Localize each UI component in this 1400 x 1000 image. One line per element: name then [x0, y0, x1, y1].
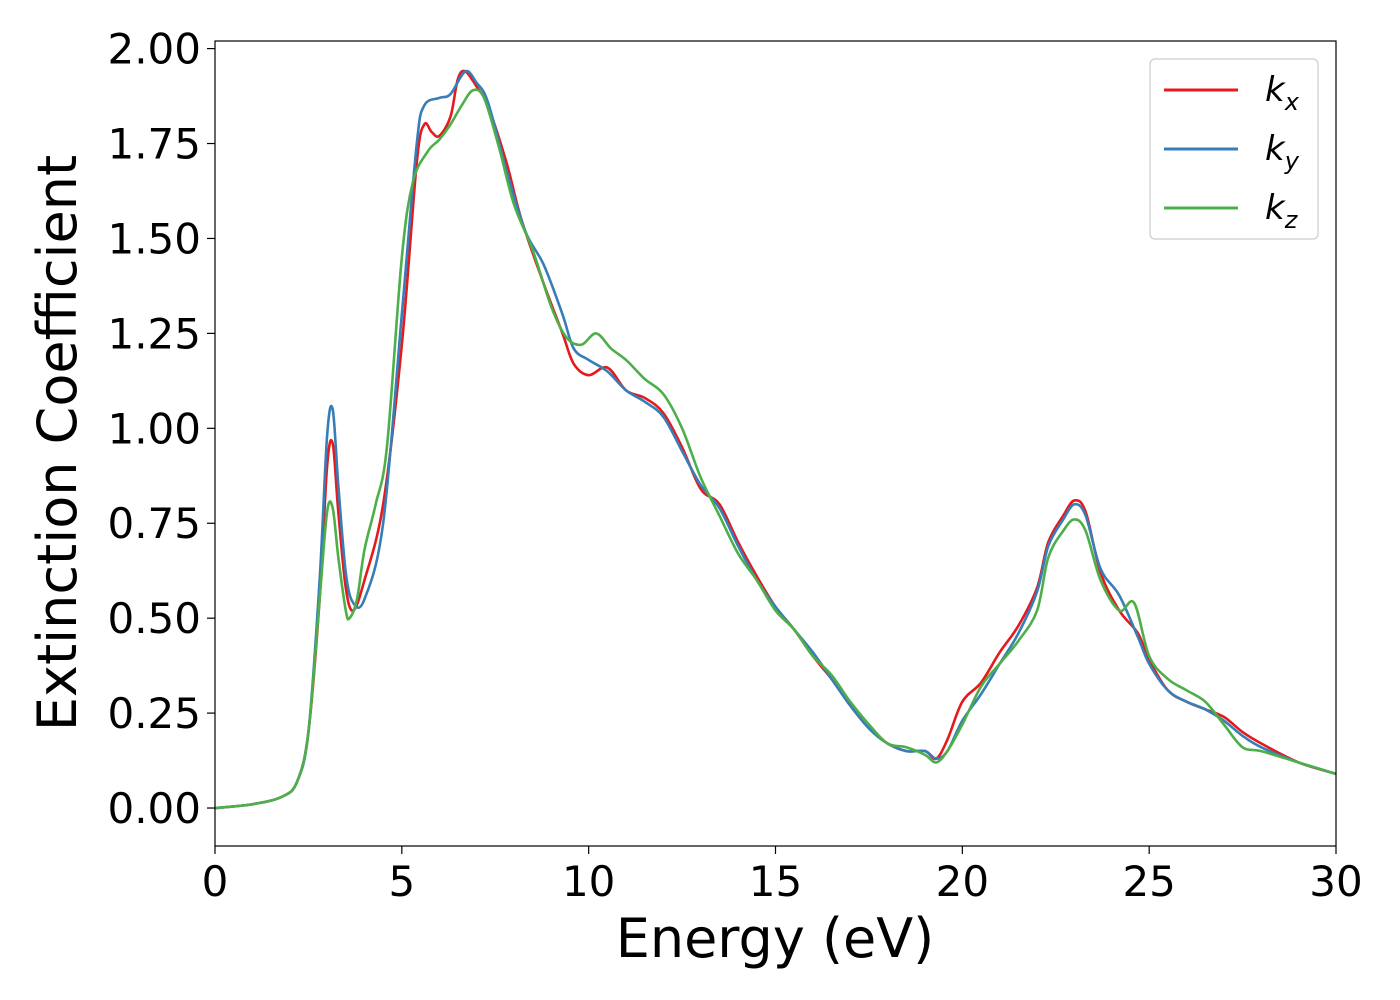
y-tick-label: 1.50 [107, 214, 201, 263]
y-tick-label: 1.25 [107, 309, 201, 358]
legend: kx ky kz [1149, 58, 1319, 240]
x-tick-label: 30 [1309, 857, 1362, 906]
legend-label-kz: kz [1265, 188, 1299, 234]
x-tick-label: 15 [749, 857, 802, 906]
x-axis: 0 5 10 15 20 25 30 [202, 846, 1363, 906]
x-axis-label: Energy (eV) [616, 907, 935, 970]
y-tick-label: 0.00 [107, 784, 201, 833]
series-line-kz [215, 88, 1336, 810]
legend-label-kx: kx [1265, 70, 1300, 116]
plot-area: 0 5 10 15 20 25 30 0.00 0.25 0.50 0.75 1.00 1.25 1.5… [107, 25, 1362, 906]
y-tick-label: 2.00 [107, 25, 201, 74]
y-tick-label: 1.75 [107, 120, 201, 169]
y-axis-label: Extinction Coefficient [26, 155, 89, 731]
y-tick-label: 0.50 [107, 594, 201, 643]
x-tick-label: 0 [202, 857, 229, 906]
y-tick-label: 0.25 [107, 689, 201, 738]
y-tick-label: 0.75 [107, 499, 201, 548]
y-axis: 0.00 0.25 0.50 0.75 1.00 1.25 1.50 1.75 2.00 [107, 25, 215, 833]
x-tick-label: 5 [388, 857, 415, 906]
x-tick-label: 10 [562, 857, 615, 906]
series-layer [215, 69, 1336, 810]
x-tick-label: 20 [936, 857, 989, 906]
legend-label-ky: ky [1265, 129, 1300, 175]
x-tick-label: 25 [1122, 857, 1175, 906]
y-tick-label: 1.00 [107, 404, 201, 453]
